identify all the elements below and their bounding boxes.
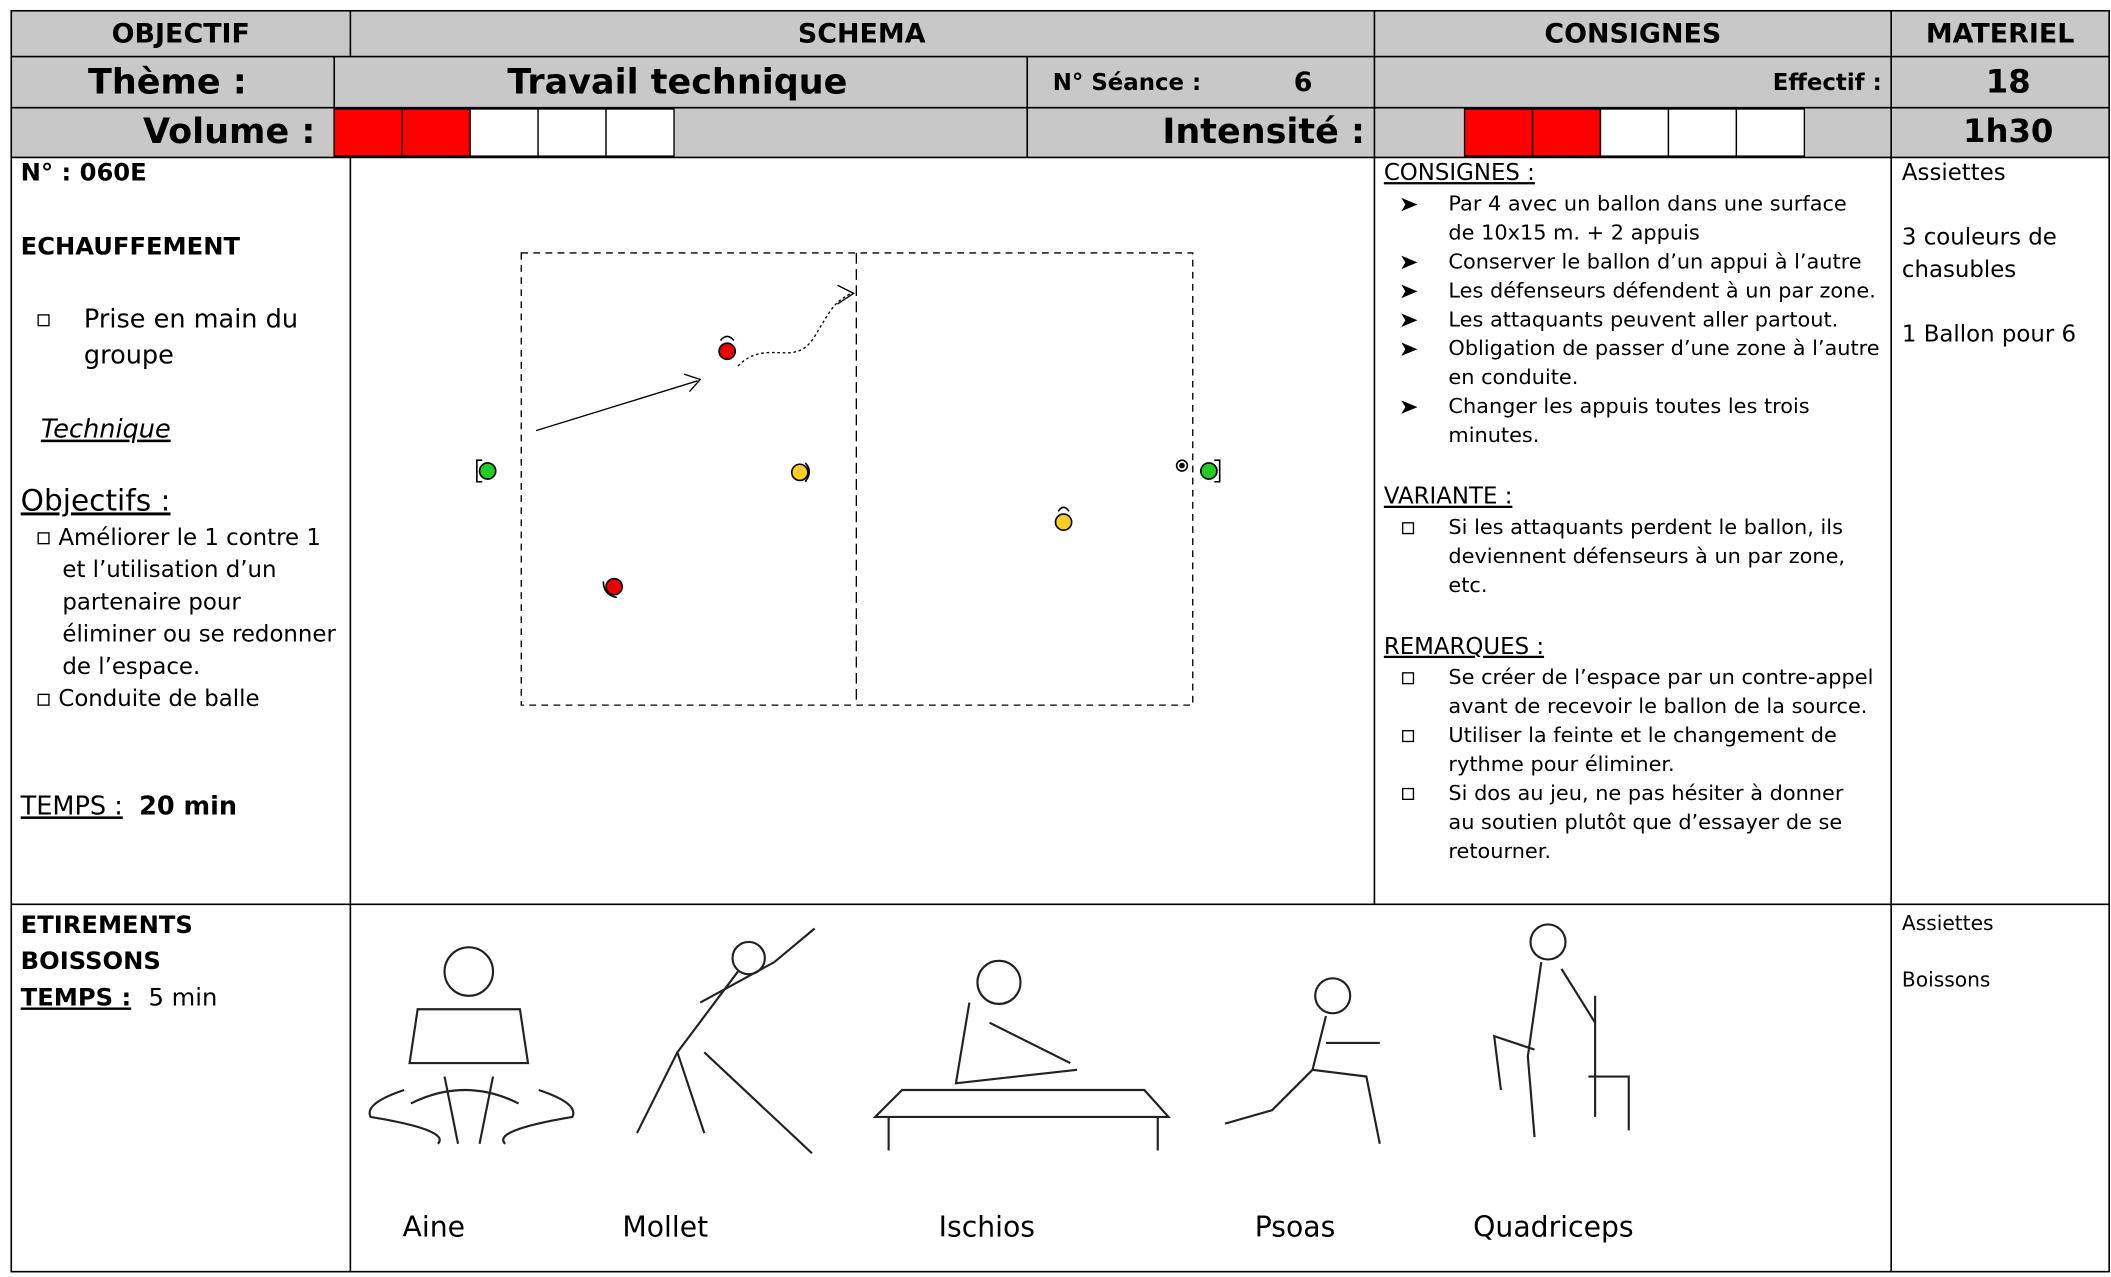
arrow-bullet bbox=[1401, 400, 1418, 414]
intensity-cell bbox=[1735, 108, 1806, 157]
bullet bbox=[1402, 787, 1415, 800]
effectif-value: 18 bbox=[1986, 62, 2031, 100]
seance-value: 6 bbox=[1294, 67, 1313, 98]
seance-label: N° Séance : bbox=[1053, 70, 1201, 96]
section-title: REMARQUES : bbox=[1384, 634, 1544, 660]
instruction: etc. bbox=[1448, 573, 1487, 597]
duration: 1h30 bbox=[1963, 112, 2053, 150]
instruction: Utiliser la feinte et le changement de bbox=[1448, 723, 1836, 747]
volume-cell bbox=[605, 108, 675, 157]
stretch-label: Aine bbox=[403, 1211, 465, 1244]
bullet bbox=[37, 532, 50, 545]
instruction: en conduite. bbox=[1448, 365, 1578, 389]
effectif-label: Effectif : bbox=[1773, 70, 1882, 96]
material: Boissons bbox=[1902, 967, 1990, 991]
arrow-bullet bbox=[1401, 313, 1418, 327]
arrow-bullet bbox=[1401, 342, 1418, 356]
objectives-title: Objectifs : bbox=[21, 483, 171, 517]
column-header: OBJECTIF bbox=[112, 18, 250, 49]
exercise-type: Technique bbox=[41, 415, 171, 445]
instruction: Les défenseurs défendent à un par zone. bbox=[1448, 278, 1875, 302]
theme-value: Travail technique bbox=[507, 62, 847, 102]
instruction: retourner. bbox=[1448, 839, 1551, 863]
stretch-label: Ischios bbox=[939, 1211, 1035, 1244]
bullet bbox=[1402, 522, 1415, 535]
arrow-bullet bbox=[1401, 197, 1418, 212]
bullet bbox=[37, 693, 50, 706]
material: 3 couleurs de bbox=[1902, 225, 2057, 251]
intensity-cell bbox=[1463, 108, 1534, 157]
instruction: Se créer de l’espace par un contre-appel bbox=[1448, 665, 1873, 689]
column-header: SCHEMA bbox=[798, 18, 926, 49]
instruction: Si dos au jeu, ne pas hésiter à donner bbox=[1448, 781, 1843, 805]
column-header: CONSIGNES bbox=[1544, 18, 1721, 49]
time-label: TEMPS : bbox=[20, 791, 123, 821]
drill-diagram bbox=[476, 252, 1221, 706]
stretch-label: Quadriceps bbox=[1473, 1211, 1633, 1244]
instruction: deviennent défenseurs à un par zone, bbox=[1448, 544, 1845, 568]
time-value: 20 min bbox=[139, 791, 237, 821]
time-label: TEMPS : bbox=[21, 983, 131, 1011]
stretch-label: Psoas bbox=[1255, 1211, 1336, 1244]
intensity-cell bbox=[1531, 108, 1602, 157]
bullet bbox=[1402, 672, 1415, 685]
instruction: avant de recevoir le ballon de la source… bbox=[1448, 694, 1867, 718]
intensity-label: Intensité : bbox=[1162, 112, 1365, 152]
section-title: VARIANTE : bbox=[1384, 484, 1513, 510]
intensity-cell bbox=[1667, 108, 1738, 157]
exercise-number: N° : 060E bbox=[21, 159, 147, 187]
stretch-title: BOISSONS bbox=[21, 947, 161, 975]
material: 1 Ballon pour 6 bbox=[1902, 322, 2076, 348]
volume-cell bbox=[469, 108, 539, 157]
objective: de l’espace. bbox=[62, 654, 200, 680]
volume-cell bbox=[401, 108, 471, 157]
instruction: Si les attaquants perdent le ballon, ils bbox=[1448, 515, 1843, 539]
volume-cell bbox=[333, 108, 403, 157]
material: Assiettes bbox=[1902, 160, 2006, 186]
material: Assiettes bbox=[1902, 911, 1994, 935]
instruction: rythme pour éliminer. bbox=[1448, 752, 1674, 776]
objective: Améliorer le 1 contre 1 bbox=[58, 525, 321, 551]
arrow-bullet bbox=[1401, 284, 1418, 299]
instruction: Changer les appuis toutes les trois bbox=[1448, 394, 1809, 418]
time-value: 5 min bbox=[149, 983, 218, 1011]
item: groupe bbox=[84, 341, 174, 371]
instruction: Obligation de passer d’une zone à l’autr… bbox=[1448, 336, 1879, 360]
section-title: CONSIGNES : bbox=[1384, 160, 1535, 186]
objective: partenaire pour bbox=[62, 589, 241, 615]
column-header: MATERIEL bbox=[1926, 18, 2074, 49]
instruction: au soutien plutôt que d’essayer de se bbox=[1448, 810, 1842, 834]
instruction: minutes. bbox=[1448, 423, 1539, 447]
theme-label: Thème : bbox=[88, 62, 247, 102]
stretch-label: Mollet bbox=[622, 1211, 708, 1244]
stretch-figures bbox=[368, 923, 1630, 1155]
objective: éliminer ou se redonner bbox=[62, 622, 336, 648]
phase: ECHAUFFEMENT bbox=[21, 233, 241, 261]
objective: et l’utilisation d’un bbox=[62, 557, 276, 583]
bullet bbox=[1402, 730, 1415, 743]
volume-cell bbox=[537, 108, 607, 157]
arrow-bullet bbox=[1401, 255, 1418, 270]
stretch-title: ETIREMENTS bbox=[21, 911, 193, 939]
instruction: Par 4 avec un ballon dans une surface bbox=[1448, 192, 1846, 216]
instruction: de 10x15 m. + 2 appuis bbox=[1448, 220, 1699, 244]
objective: Conduite de balle bbox=[58, 686, 259, 712]
intensity-cell bbox=[1599, 108, 1670, 157]
volume-label: Volume : bbox=[143, 112, 315, 152]
item: Prise en main du bbox=[84, 304, 298, 334]
material: chasubles bbox=[1902, 257, 2016, 283]
instruction: Les attaquants peuvent aller partout. bbox=[1448, 307, 1838, 331]
instruction: Conserver le ballon d’un appui à l’autre bbox=[1448, 249, 1861, 273]
bullet bbox=[37, 314, 50, 327]
